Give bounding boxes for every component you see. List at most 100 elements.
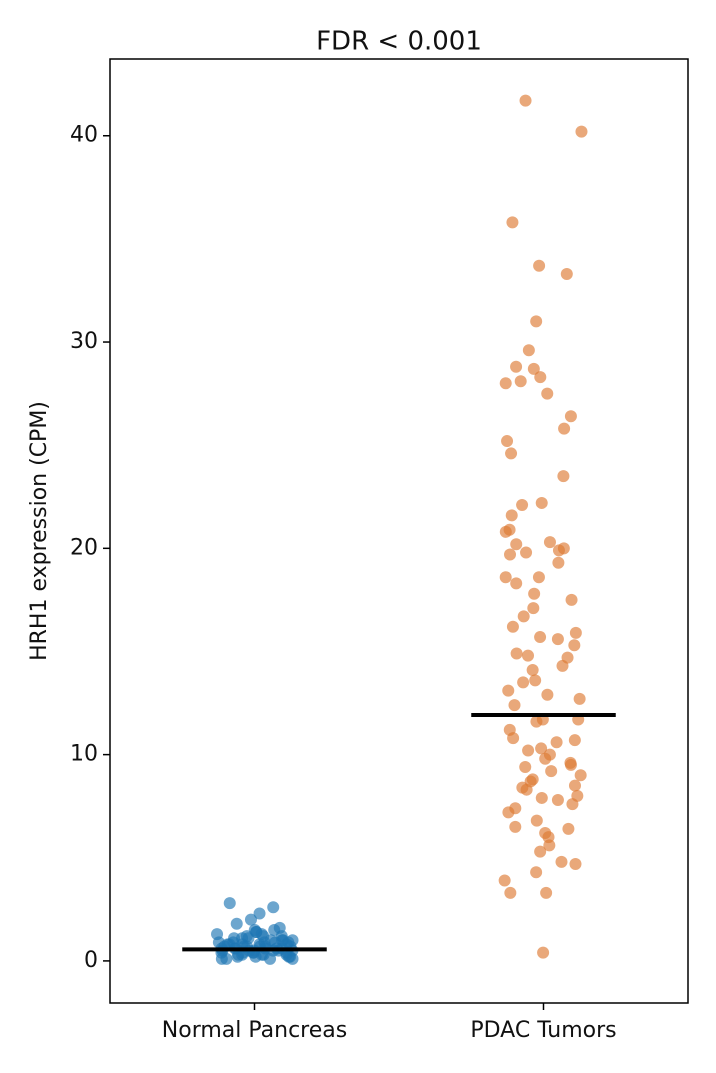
point (558, 422, 571, 435)
point (510, 577, 523, 590)
point (498, 874, 511, 887)
point (574, 769, 587, 782)
y-tick-label: 30 (70, 329, 98, 354)
point (267, 901, 280, 914)
point (522, 649, 535, 662)
point (505, 447, 518, 460)
point (533, 259, 546, 272)
point (565, 593, 578, 606)
point (526, 664, 539, 677)
point (534, 371, 547, 384)
point (215, 952, 228, 965)
point (534, 631, 547, 644)
point (223, 897, 236, 910)
point (545, 765, 558, 778)
point (506, 620, 519, 633)
point (499, 377, 512, 390)
point (522, 344, 535, 357)
point (519, 94, 532, 107)
point (535, 496, 548, 509)
point (556, 659, 569, 672)
point (529, 674, 542, 687)
point (551, 633, 564, 646)
point (543, 536, 556, 549)
point (568, 779, 581, 792)
point (568, 639, 581, 652)
point (569, 626, 582, 639)
point (557, 470, 570, 483)
point (535, 742, 548, 755)
point (510, 360, 523, 373)
point (519, 761, 532, 773)
point (231, 950, 244, 963)
point (501, 435, 514, 448)
point (540, 886, 553, 899)
point (541, 387, 554, 400)
point (516, 499, 529, 512)
y-tick-label: 40 (70, 123, 98, 148)
point (555, 855, 568, 868)
point (286, 952, 299, 965)
x-tick-label: Normal Pancreas (162, 1018, 347, 1043)
y-axis-label: HRH1 expression (CPM) (27, 401, 52, 661)
point (573, 692, 586, 705)
point (505, 509, 518, 522)
point (528, 587, 541, 600)
point (530, 315, 543, 328)
point (509, 820, 522, 833)
point (564, 410, 577, 423)
point (527, 362, 540, 375)
point (530, 715, 543, 728)
point (568, 734, 581, 747)
y-tick-label: 10 (70, 742, 98, 767)
y-tick-label: 20 (70, 535, 98, 560)
point (543, 839, 556, 852)
point (244, 913, 257, 926)
y-tick-label: 0 (84, 948, 98, 973)
point (510, 538, 523, 551)
point (550, 736, 563, 749)
point (534, 845, 547, 858)
point (541, 688, 554, 701)
point (532, 571, 545, 584)
point (530, 866, 543, 879)
point (569, 857, 582, 870)
point (551, 794, 564, 807)
point (564, 758, 577, 771)
point (552, 556, 565, 569)
point (552, 544, 565, 557)
plot-frame (109, 58, 689, 1004)
point (504, 548, 517, 561)
point (562, 822, 575, 835)
chart-title: FDR < 0.001 (316, 27, 482, 57)
point (560, 267, 573, 280)
point (514, 375, 527, 388)
point (535, 791, 548, 804)
point (517, 610, 530, 623)
point (520, 783, 533, 796)
point (499, 571, 512, 584)
point (527, 602, 540, 615)
point (517, 676, 530, 689)
point (249, 950, 262, 963)
point (499, 525, 512, 538)
point (502, 684, 515, 697)
x-tick-label: PDAC Tumors (470, 1018, 616, 1043)
point (530, 814, 543, 827)
point (537, 946, 550, 959)
point (230, 917, 243, 930)
point (504, 886, 517, 899)
point (253, 907, 266, 920)
point (575, 125, 588, 138)
point (566, 798, 579, 811)
point (502, 806, 515, 819)
point (522, 744, 535, 757)
point (510, 647, 523, 660)
point (506, 216, 519, 229)
point (520, 546, 533, 559)
point (508, 699, 521, 712)
point (264, 952, 277, 965)
point (539, 752, 552, 765)
point (507, 732, 520, 745)
